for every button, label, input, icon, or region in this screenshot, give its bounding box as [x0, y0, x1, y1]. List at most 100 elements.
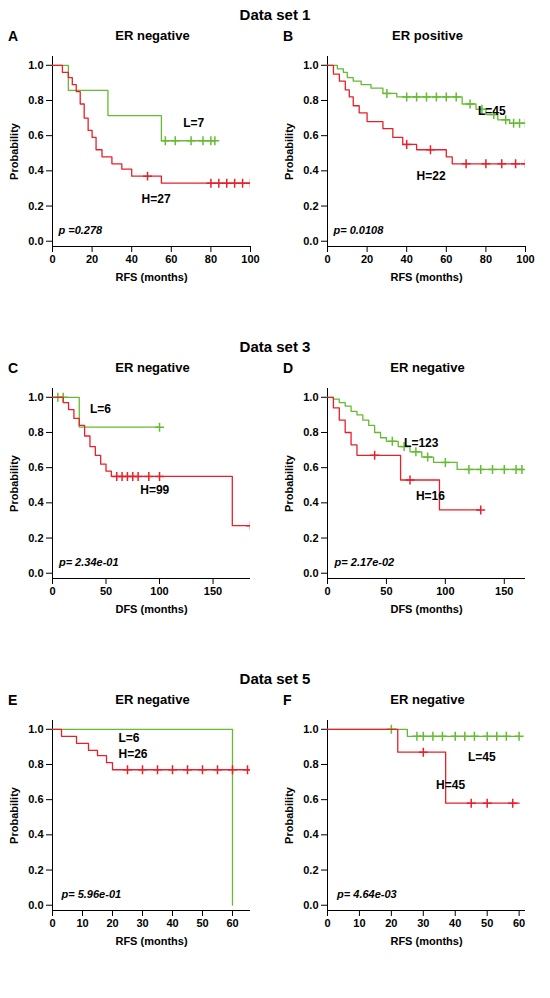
svg-text:40: 40 — [166, 917, 178, 929]
svg-text:0.2: 0.2 — [28, 532, 43, 544]
svg-text:0.0: 0.0 — [303, 899, 318, 911]
svg-text:0.6: 0.6 — [28, 129, 43, 141]
svg-text:20: 20 — [106, 917, 118, 929]
svg-text:0.2: 0.2 — [28, 864, 43, 876]
svg-text:p= 5.96e-01: p= 5.96e-01 — [61, 888, 122, 900]
svg-text:0.0: 0.0 — [303, 567, 318, 579]
svg-text:1.0: 1.0 — [303, 723, 318, 735]
svg-text:Probability: Probability — [8, 454, 20, 512]
svg-text:0: 0 — [324, 253, 330, 265]
svg-text:0.8: 0.8 — [28, 426, 43, 438]
svg-text:0.0: 0.0 — [28, 899, 43, 911]
svg-text:DFS (months): DFS (months) — [115, 603, 187, 615]
svg-text:0: 0 — [49, 253, 55, 265]
svg-text:L=7: L=7 — [183, 116, 204, 130]
svg-text:10: 10 — [353, 917, 365, 929]
svg-text:150: 150 — [204, 585, 222, 597]
svg-text:40: 40 — [449, 917, 461, 929]
svg-text:Probability: Probability — [8, 122, 20, 180]
svg-text:H=45: H=45 — [436, 778, 465, 792]
svg-text:50: 50 — [380, 585, 392, 597]
svg-text:H=22: H=22 — [417, 169, 446, 183]
svg-text:Probability: Probability — [8, 786, 20, 844]
svg-text:L=6: L=6 — [119, 731, 140, 745]
svg-text:150: 150 — [495, 585, 513, 597]
svg-text:H=99: H=99 — [140, 483, 169, 497]
svg-text:0.6: 0.6 — [303, 129, 318, 141]
svg-text:RFS (months): RFS (months) — [390, 271, 462, 283]
svg-text:RFS (months): RFS (months) — [115, 271, 187, 283]
svg-text:Probability: Probability — [283, 786, 295, 844]
svg-text:40: 40 — [126, 253, 138, 265]
svg-text:20: 20 — [361, 253, 373, 265]
svg-text:50: 50 — [100, 585, 112, 597]
svg-text:0: 0 — [324, 917, 330, 929]
svg-text:p= 2.34e-01: p= 2.34e-01 — [58, 556, 119, 568]
svg-text:0.4: 0.4 — [303, 496, 319, 508]
svg-text:0.8: 0.8 — [303, 758, 318, 770]
svg-text:0.6: 0.6 — [28, 461, 43, 473]
svg-text:0.6: 0.6 — [303, 461, 318, 473]
svg-text:20: 20 — [86, 253, 98, 265]
svg-text:1.0: 1.0 — [303, 391, 318, 403]
svg-text:Probability: Probability — [283, 454, 295, 512]
svg-text:10: 10 — [76, 917, 88, 929]
svg-text:p= 2.17e-02: p= 2.17e-02 — [334, 556, 395, 568]
svg-text:100: 100 — [241, 253, 259, 265]
svg-text:0.4: 0.4 — [303, 828, 319, 840]
svg-text:0.4: 0.4 — [28, 496, 44, 508]
svg-text:1.0: 1.0 — [303, 59, 318, 71]
svg-text:Probability: Probability — [283, 122, 295, 180]
svg-text:RFS (months): RFS (months) — [390, 935, 462, 947]
svg-text:0: 0 — [324, 585, 330, 597]
svg-text:p= 0.0108: p= 0.0108 — [332, 224, 384, 236]
svg-text:0.2: 0.2 — [28, 200, 43, 212]
svg-text:RFS (months): RFS (months) — [115, 935, 187, 947]
svg-text:60: 60 — [226, 917, 238, 929]
svg-text:0.4: 0.4 — [28, 164, 44, 176]
svg-text:DFS (months): DFS (months) — [390, 603, 462, 615]
svg-text:60: 60 — [513, 917, 525, 929]
svg-text:0.2: 0.2 — [303, 200, 318, 212]
svg-text:100: 100 — [436, 585, 454, 597]
svg-text:0.8: 0.8 — [28, 94, 43, 106]
svg-text:L=123: L=123 — [404, 436, 439, 450]
svg-text:30: 30 — [136, 917, 148, 929]
svg-text:1.0: 1.0 — [28, 59, 43, 71]
svg-text:100: 100 — [150, 585, 168, 597]
svg-text:p =0.278: p =0.278 — [57, 224, 103, 236]
svg-text:0: 0 — [49, 917, 55, 929]
svg-text:0.6: 0.6 — [28, 793, 43, 805]
svg-text:H=26: H=26 — [119, 747, 148, 761]
svg-text:60: 60 — [440, 253, 452, 265]
svg-text:0.8: 0.8 — [28, 758, 43, 770]
svg-text:p= 4.64e-03: p= 4.64e-03 — [336, 888, 397, 900]
svg-text:0.4: 0.4 — [303, 164, 319, 176]
svg-text:0.6: 0.6 — [303, 793, 318, 805]
svg-text:60: 60 — [165, 253, 177, 265]
svg-text:L=45: L=45 — [478, 104, 506, 118]
svg-text:100: 100 — [516, 253, 534, 265]
svg-text:0.0: 0.0 — [28, 567, 43, 579]
svg-text:H=27: H=27 — [142, 192, 171, 206]
svg-text:30: 30 — [417, 917, 429, 929]
svg-text:1.0: 1.0 — [28, 391, 43, 403]
svg-text:80: 80 — [205, 253, 217, 265]
svg-text:0.2: 0.2 — [303, 532, 318, 544]
svg-text:0.0: 0.0 — [303, 235, 318, 247]
svg-text:0.0: 0.0 — [28, 235, 43, 247]
svg-text:0: 0 — [49, 585, 55, 597]
svg-text:0.4: 0.4 — [28, 828, 44, 840]
svg-text:0.2: 0.2 — [303, 864, 318, 876]
svg-text:0.8: 0.8 — [303, 426, 318, 438]
svg-text:40: 40 — [401, 253, 413, 265]
svg-text:0.8: 0.8 — [303, 94, 318, 106]
svg-text:L=45: L=45 — [468, 750, 496, 764]
svg-text:H=16: H=16 — [416, 489, 445, 503]
svg-text:20: 20 — [385, 917, 397, 929]
svg-text:L=6: L=6 — [90, 402, 111, 416]
svg-text:50: 50 — [481, 917, 493, 929]
svg-text:80: 80 — [480, 253, 492, 265]
svg-text:50: 50 — [196, 917, 208, 929]
svg-text:1.0: 1.0 — [28, 723, 43, 735]
